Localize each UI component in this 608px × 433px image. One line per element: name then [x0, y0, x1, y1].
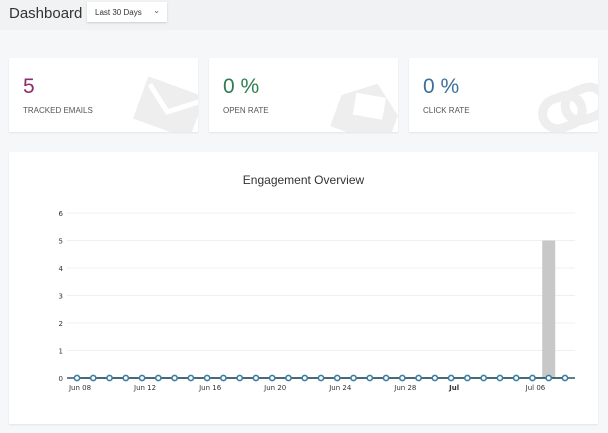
data-point — [512, 374, 520, 382]
envelope-icon — [132, 76, 198, 132]
y-tick-label: 1 — [59, 348, 63, 356]
x-tick-label: Jun 20 — [263, 384, 286, 392]
data-point — [398, 374, 406, 382]
y-tick-label: 5 — [59, 238, 63, 246]
data-point — [463, 374, 471, 382]
data-point — [285, 374, 292, 382]
open-rate-card: 0 % OPEN RATE — [209, 58, 398, 132]
data-point — [317, 374, 325, 382]
data-point — [529, 374, 536, 382]
x-tick-label: Jun 28 — [393, 384, 416, 392]
x-tick-label: Jun 16 — [198, 384, 222, 392]
data-point — [73, 374, 81, 382]
data-point — [268, 374, 276, 382]
tracked-emails-value: 5 — [23, 75, 35, 98]
engagement-chart: 0 1 2 3 4 5 6 Jun 08 Jun 12 Jun 16 Jun 20 Jun 24 Jun… — [59, 210, 575, 392]
tracked-emails-label: TRACKED EMAILS — [23, 106, 93, 115]
data-point — [545, 374, 553, 382]
y-tick-label: 4 — [59, 265, 64, 273]
data-point — [350, 374, 357, 382]
date-range-value: Last 30 Days — [95, 8, 142, 17]
data-point — [333, 374, 341, 382]
y-tick-label: 6 — [59, 210, 64, 218]
open-envelope-icon — [330, 83, 398, 132]
data-point — [138, 374, 146, 382]
data-point — [480, 374, 488, 382]
open-rate-value: 0 % — [223, 75, 260, 98]
tracked-emails-card: 5 TRACKED EMAILS — [9, 58, 198, 132]
bar — [542, 240, 556, 378]
page-title: Dashboard — [9, 5, 83, 22]
data-point — [203, 374, 211, 382]
data-point — [431, 374, 439, 382]
data-point — [219, 374, 227, 382]
data-point — [252, 374, 260, 382]
chevron-down-icon: ⌄ — [153, 6, 160, 15]
data-point — [415, 374, 422, 382]
data-point — [366, 374, 374, 382]
x-tick-label: Jul 06 — [525, 384, 546, 392]
y-tick-label: 3 — [59, 293, 63, 301]
link-icon — [538, 82, 598, 132]
data-point — [382, 374, 390, 382]
y-tick-label: 2 — [59, 320, 63, 328]
data-point — [236, 374, 244, 382]
data-point — [122, 374, 130, 382]
x-tick-label: Jun 12 — [133, 384, 156, 392]
x-tick-label: Jul — [448, 384, 459, 392]
y-tick-label: 0 — [59, 375, 63, 383]
click-rate-label: CLICK RATE — [423, 106, 470, 115]
chart-title: Engagement Overview — [242, 173, 365, 187]
click-rate-card: 0 % CLICK RATE — [409, 58, 598, 132]
x-tick-label: Jun 08 — [68, 384, 91, 392]
open-rate-label: OPEN RATE — [223, 106, 269, 115]
data-point — [496, 374, 504, 382]
x-tick-label: Jun 24 — [328, 384, 352, 392]
engagement-chart-card: Engagement Overview 0 1 2 3 4 5 6 Jun 08 Jun 12 J… — [9, 152, 598, 424]
data-point — [154, 374, 162, 382]
data-point — [447, 374, 455, 382]
data-point — [187, 374, 195, 382]
data-point — [89, 374, 97, 382]
date-range-select[interactable]: Last 30 Days ⌄ — [87, 2, 167, 22]
data-point — [561, 374, 569, 382]
click-rate-value: 0 % — [423, 75, 460, 98]
data-point — [301, 374, 309, 382]
data-point — [106, 374, 113, 382]
data-point — [171, 374, 178, 382]
